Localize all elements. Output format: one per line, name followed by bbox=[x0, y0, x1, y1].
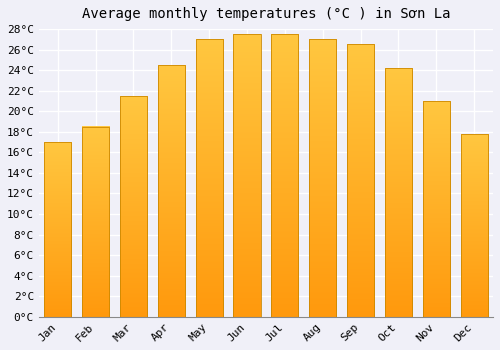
Title: Average monthly temperatures (°C ) in Sơn La: Average monthly temperatures (°C ) in Sơ… bbox=[82, 7, 450, 21]
Bar bbox=[385, 68, 412, 317]
Bar bbox=[422, 101, 450, 317]
Bar bbox=[196, 39, 223, 317]
Bar bbox=[44, 142, 72, 317]
Bar bbox=[234, 34, 260, 317]
Bar bbox=[82, 127, 109, 317]
Bar bbox=[460, 134, 488, 317]
Bar bbox=[309, 39, 336, 317]
Bar bbox=[158, 65, 185, 317]
Bar bbox=[120, 96, 147, 317]
Bar bbox=[271, 34, 298, 317]
Bar bbox=[347, 44, 374, 317]
